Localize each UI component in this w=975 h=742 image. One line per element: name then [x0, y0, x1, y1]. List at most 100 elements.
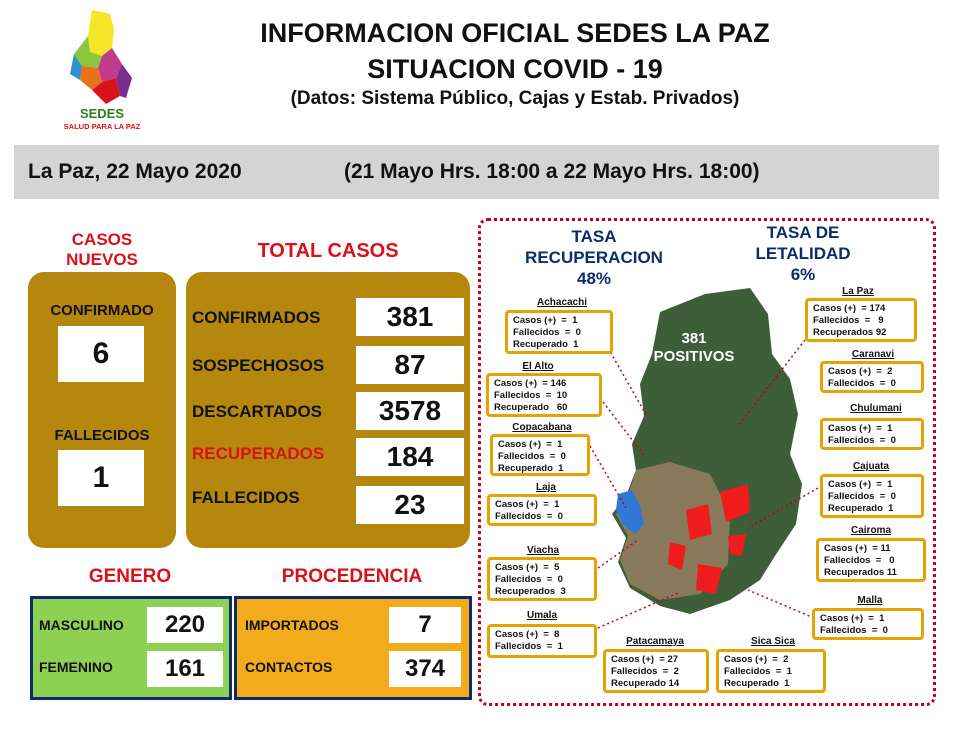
fallecidos-nuevos-label: FALLECIDOS	[28, 427, 176, 444]
region-line: Casos (+) = 146	[494, 378, 594, 390]
masculino-label: MASCULINO	[39, 617, 124, 633]
region-line: Recuperado 1	[513, 339, 605, 351]
region-box-cairoma: Casos (+) = 11 Fallecidos = 0 Recuperado…	[816, 538, 926, 582]
region-box-el-alto: Casos (+) = 146 Fallecidos = 10 Recupera…	[486, 373, 602, 417]
total-label-sospechosos: SOSPECHOSOS	[192, 356, 324, 376]
title-line-1: INFORMACION OFICIAL SEDES LA PAZ	[180, 18, 850, 49]
total-casos-panel: CONFIRMADOS 381 SOSPECHOSOS 87 DESCARTAD…	[186, 272, 470, 548]
region-line: Casos (+) = 1	[828, 423, 916, 435]
total-value-descartados: 3578	[356, 392, 464, 430]
casos-nuevos-heading-line1: CASOS	[28, 230, 176, 250]
region-name-la-paz: La Paz	[828, 286, 888, 297]
sedes-logo: SEDES SALUD PARA LA PAZ	[62, 8, 142, 136]
region-box-patacamaya: Casos (+) = 27 Fallecidos = 2 Recuperado…	[603, 649, 709, 693]
procedencia-heading: PROCEDENCIA	[234, 566, 470, 588]
title-line-2: SITUACION COVID - 19	[180, 54, 850, 85]
total-label-descartados: DESCARTADOS	[192, 402, 322, 422]
total-value-recuperados: 184	[356, 438, 464, 476]
tasa-letalidad-value: 6%	[728, 264, 878, 285]
genero-heading: GENERO	[30, 566, 230, 588]
tasa-letalidad-line2: LETALIDAD	[728, 243, 878, 264]
region-name-laja: Laja	[516, 482, 576, 493]
region-name-el-alto: El Alto	[498, 361, 578, 372]
region-line: Recuperado 1	[724, 678, 818, 690]
region-box-malla: Casos (+) = 1 Fallecidos = 0	[812, 608, 924, 640]
casos-nuevos-heading-line2: NUEVOS	[28, 250, 176, 270]
connector-cajuata	[748, 488, 818, 528]
region-line: Fallecidos = 10	[494, 390, 594, 402]
la-paz-map-logo-icon	[62, 8, 142, 108]
region-name-patacamaya: Patacamaya	[610, 636, 700, 647]
region-box-laja: Casos (+) = 1 Fallecidos = 0	[487, 494, 597, 526]
region-name-achacachi: Achacachi	[522, 297, 602, 308]
region-line: Fallecidos = 1	[495, 641, 589, 653]
connector-viacha	[598, 540, 638, 568]
region-line: Fallecidos = 9	[813, 315, 909, 327]
total-row-recuperados: RECUPERADOS 184	[186, 438, 470, 478]
femenino-label: FEMENINO	[39, 659, 113, 675]
region-name-chulumani: Chulumani	[836, 403, 916, 414]
region-line: Fallecidos = 0	[828, 435, 916, 447]
title-line-3: (Datos: Sistema Público, Cajas y Estab. …	[180, 88, 850, 110]
region-line: Fallecidos = 2	[611, 666, 701, 678]
region-line: Fallecidos = 0	[828, 491, 916, 503]
tasa-recuperacion-value: 48%	[496, 268, 692, 289]
total-casos-heading: TOTAL CASOS	[186, 240, 470, 263]
region-line: Recuperado 1	[498, 463, 582, 475]
tasa-recuperacion: TASA RECUPERACION 48%	[496, 226, 692, 289]
region-line: Casos (+) = 1	[498, 439, 582, 451]
genero-panel: MASCULINO 220 FEMENINO 161	[30, 596, 232, 700]
importados-label: IMPORTADOS	[245, 617, 339, 633]
tasa-letalidad: TASA DE LETALIDAD 6%	[728, 222, 878, 285]
region-name-copacabana: Copacabana	[492, 422, 592, 433]
report-date: La Paz, 22 Mayo 2020	[28, 160, 242, 184]
date-band: La Paz, 22 Mayo 2020 (21 Mayo Hrs. 18:00…	[14, 145, 939, 199]
region-name-caranavi: Caranavi	[838, 349, 908, 360]
procedencia-panel: IMPORTADOS 7 CONTACTOS 374	[234, 596, 472, 700]
tasa-recuperacion-line1: TASA	[496, 226, 692, 247]
region-line: Casos (+) = 11	[824, 543, 918, 555]
region-line: Casos (+) = 1	[828, 479, 916, 491]
total-value-fallecidos: 23	[356, 486, 464, 524]
logo-tagline: SALUD PARA LA PAZ	[54, 122, 150, 131]
region-line: Recuperados 92	[813, 327, 909, 339]
region-box-caranavi: Casos (+) = 2 Fallecidos = 0	[820, 361, 924, 393]
region-line: Fallecidos = 0	[824, 555, 918, 567]
region-name-umala: Umala	[512, 610, 572, 621]
region-box-umala: Casos (+) = 8 Fallecidos = 1	[487, 624, 597, 658]
region-line: Casos (+) = 8	[495, 629, 589, 641]
region-line: Casos (+) = 1	[513, 315, 605, 327]
tasa-recuperacion-line2: RECUPERACION	[496, 247, 692, 268]
total-label-recuperados: RECUPERADOS	[192, 444, 324, 464]
region-box-viacha: Casos (+) = 5 Fallecidos = 0 Recuperados…	[487, 557, 597, 601]
region-box-achacachi: Casos (+) = 1 Fallecidos = 0 Recuperado …	[505, 310, 613, 354]
connector-umala	[598, 593, 678, 628]
region-line: Fallecidos = 0	[513, 327, 605, 339]
region-name-cairoma: Cairoma	[836, 525, 906, 536]
total-label-confirmados: CONFIRMADOS	[192, 308, 320, 328]
region-line: Fallecidos = 0	[498, 451, 582, 463]
region-box-la-paz: Casos (+) = 174 Fallecidos = 9 Recuperad…	[805, 298, 917, 342]
connector-malla	[748, 590, 814, 618]
region-line: Fallecidos = 0	[820, 625, 916, 637]
total-row-sospechosos: SOSPECHOSOS 87	[186, 346, 470, 386]
region-line: Casos (+) = 1	[495, 499, 589, 511]
contactos-value: 374	[389, 651, 461, 687]
total-label-fallecidos: FALLECIDOS	[192, 488, 300, 508]
tasa-letalidad-line1: TASA DE	[728, 222, 878, 243]
region-name-malla: Malla	[840, 595, 900, 606]
region-line: Recuperados 3	[495, 586, 589, 598]
confirmado-value: 6	[58, 326, 144, 382]
connector-el-alto	[600, 398, 646, 458]
region-line: Casos (+) = 27	[611, 654, 701, 666]
region-line: Casos (+) = 174	[813, 303, 909, 315]
region-box-chulumani: Casos (+) = 1 Fallecidos = 0	[820, 418, 924, 450]
region-line: Fallecidos = 1	[724, 666, 818, 678]
region-line: Fallecidos = 0	[828, 378, 916, 390]
total-value-confirmados: 381	[356, 298, 464, 336]
region-line: Recuperados 11	[824, 567, 918, 579]
total-row-descartados: DESCARTADOS 3578	[186, 392, 470, 432]
report-time-range: (21 Mayo Hrs. 18:00 a 22 Mayo Hrs. 18:00…	[344, 160, 760, 184]
region-line: Casos (+) = 1	[820, 613, 916, 625]
connector-la-paz	[738, 336, 808, 426]
